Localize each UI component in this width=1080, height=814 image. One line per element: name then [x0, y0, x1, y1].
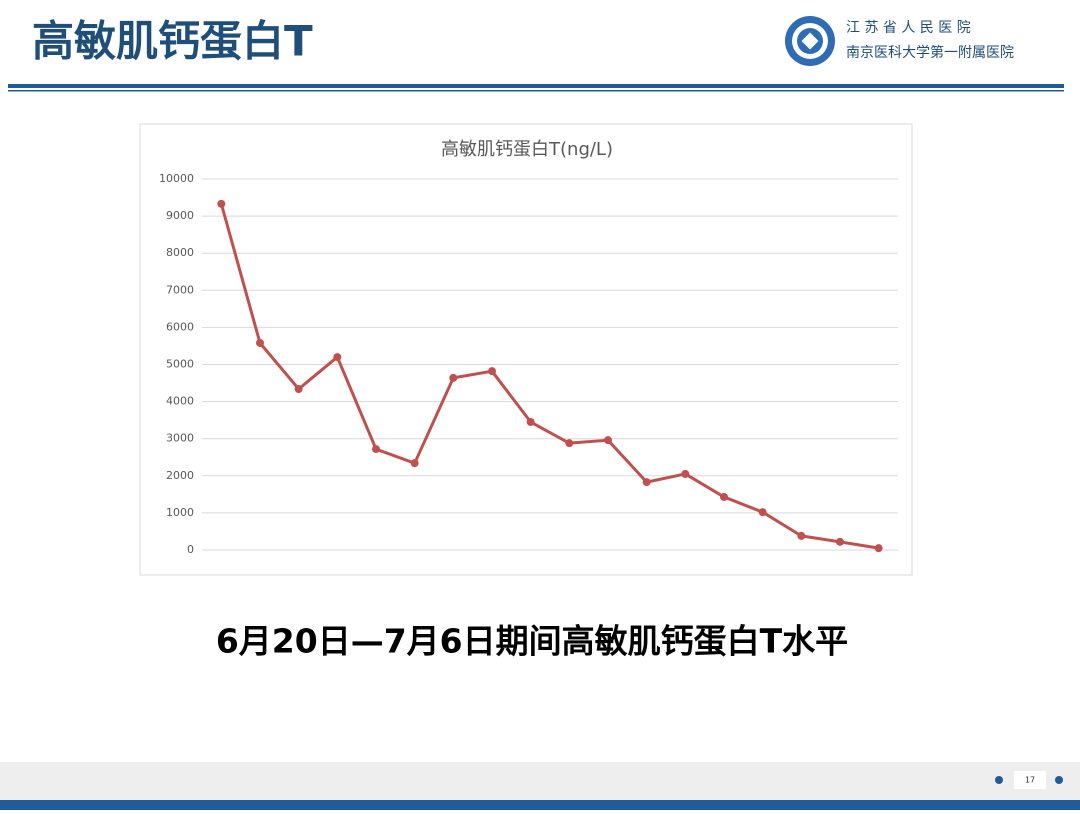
data-point [488, 367, 496, 376]
y-tick-label: 8000 [166, 246, 194, 259]
y-tick-label: 3000 [166, 432, 194, 445]
data-point [797, 531, 806, 540]
page-number-box [1014, 771, 1046, 789]
chart-title: 高敏肌钙蛋白T(ng/L) [441, 139, 613, 160]
y-tick-label: 4000 [166, 395, 194, 408]
page-number: 17 [1025, 776, 1035, 785]
footer-band [0, 762, 1080, 800]
caption: 6月20日—7月6日期间高敏肌钙蛋白T水平 [216, 622, 848, 661]
footer-dot [995, 776, 1003, 784]
header-rule [8, 84, 1064, 88]
data-point [604, 436, 612, 445]
data-point [681, 469, 690, 478]
data-point [758, 508, 767, 517]
y-tick-label: 0 [187, 543, 194, 556]
y-tick-label: 9000 [166, 209, 194, 222]
org-name: 江 苏 省 人 民 医 院 [846, 20, 971, 36]
data-point [642, 478, 651, 487]
data-point [565, 439, 574, 448]
data-point [256, 338, 264, 347]
chart-frame [139, 123, 913, 576]
plot-area: 0 1000 2000 3000 4000 5000 6000 7000 8000 9000 100… [159, 172, 898, 556]
logo [785, 16, 835, 66]
data-point [372, 445, 380, 454]
org-subtitle: 南京医科大学第一附属医院 [846, 44, 1014, 61]
data-point [217, 199, 226, 208]
y-tick-label: 10000 [159, 172, 194, 185]
data-point [410, 459, 419, 468]
data-point [449, 373, 458, 382]
data-line [219, 203, 879, 550]
data-point [294, 384, 303, 393]
y-tick-label: 2000 [166, 469, 194, 482]
data-point [836, 537, 844, 546]
footer-dot [1055, 776, 1063, 784]
y-tick-label: 7000 [166, 283, 194, 296]
footer-rule [0, 800, 1080, 810]
y-tick-label: 5000 [166, 358, 194, 371]
data-point [874, 544, 883, 553]
data-point [526, 418, 535, 427]
header-rule [8, 90, 1064, 92]
y-tick-label: 6000 [166, 320, 194, 333]
slide-title: 高敏肌钙蛋白T [32, 17, 313, 66]
data-point [720, 492, 728, 501]
y-tick-label: 1000 [166, 506, 194, 519]
data-point [333, 353, 342, 362]
